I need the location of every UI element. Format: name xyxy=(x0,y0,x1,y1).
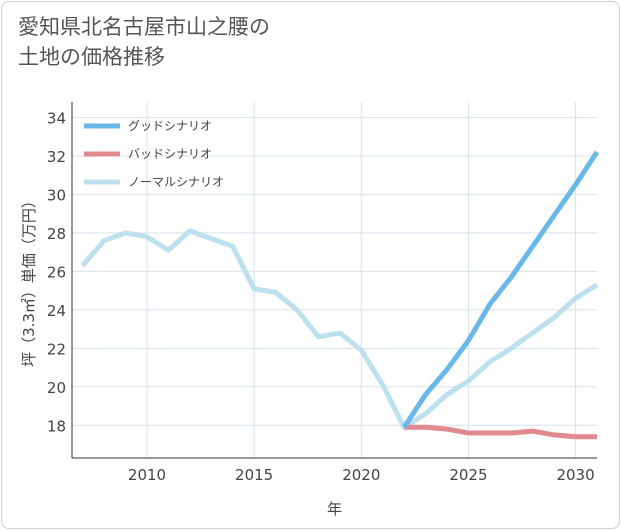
y-tick-label-1: 20 xyxy=(47,379,66,397)
chart-title-line-1: 愛知県北名古屋市山之腰の xyxy=(18,15,270,39)
y-tick-label-2: 22 xyxy=(47,340,66,358)
legend-label-1: バッドシナリオ xyxy=(128,147,212,161)
y-tick-label-5: 28 xyxy=(47,225,66,243)
y-tick-label-0: 18 xyxy=(47,417,66,435)
series-line-2 xyxy=(80,228,599,430)
y-tick-label-8: 34 xyxy=(47,109,66,127)
y-tick-label-4: 26 xyxy=(47,263,66,281)
x-tick-label-1: 2015 xyxy=(235,466,273,484)
y-tick-label-3: 24 xyxy=(47,302,66,320)
x-tick-label-0: 2010 xyxy=(128,466,166,484)
y-tick-label-6: 30 xyxy=(47,186,66,204)
x-tick-label-3: 2025 xyxy=(449,466,487,484)
chart-title: 愛知県北名古屋市山之腰の 土地の価格推移 xyxy=(18,12,418,72)
y-tick-label-7: 32 xyxy=(47,148,66,166)
legend-label-2: ノーマルシナリオ xyxy=(128,175,224,189)
chart-title-line-2: 土地の価格推移 xyxy=(18,45,165,69)
series-line-0 xyxy=(402,150,600,429)
y-axis-label: 坪（3.3㎡）単価（万円） xyxy=(20,193,38,367)
series-line-1 xyxy=(404,424,597,440)
x-tick-label-4: 2030 xyxy=(556,466,594,484)
x-axis-label: 年 xyxy=(327,500,342,518)
legend-label-0: グッドシナリオ xyxy=(128,119,212,133)
x-tick-label-2: 2020 xyxy=(342,466,380,484)
